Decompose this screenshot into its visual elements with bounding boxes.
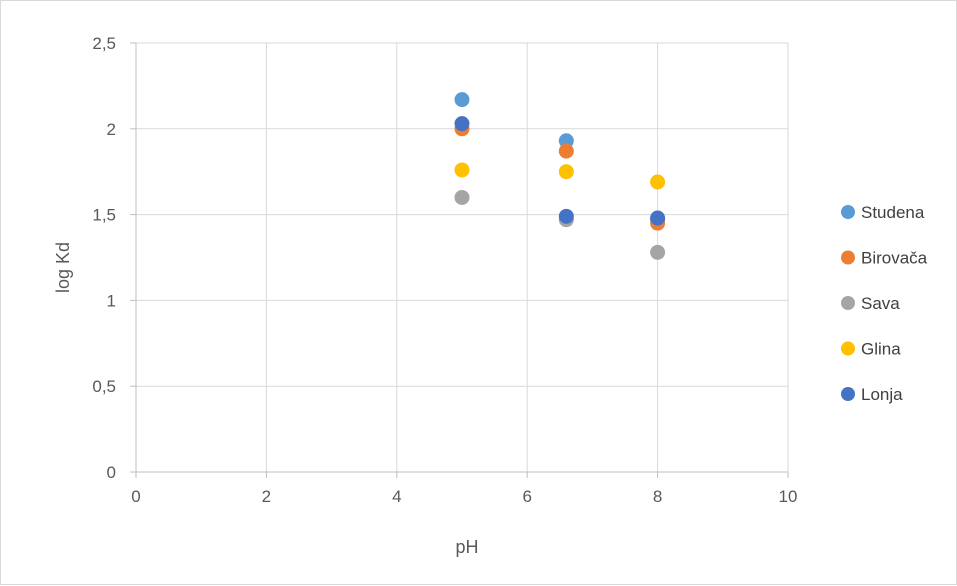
data-points — [454, 92, 666, 260]
y-tick-label: 1,5 — [92, 206, 116, 225]
x-tick-label: 6 — [522, 487, 531, 506]
legend-item[interactable]: Sava — [841, 294, 900, 313]
y-tick-label: 2,5 — [92, 34, 116, 53]
x-tick-label: 10 — [779, 487, 798, 506]
x-tick-label: 4 — [392, 487, 401, 506]
data-point-glina — [454, 162, 470, 178]
data-point-studena — [558, 133, 574, 149]
x-tick-label: 8 — [653, 487, 662, 506]
tick-labels: 0 2 4 6 8 10 0 0,5 1 1,5 2 2,5 — [92, 34, 797, 506]
data-point-glina — [558, 164, 574, 180]
legend-label: Lonja — [861, 385, 903, 404]
data-point-lonja — [454, 116, 470, 132]
legend-label: Glina — [861, 340, 901, 359]
legend-label: Studena — [861, 203, 925, 222]
data-point-studena — [454, 92, 470, 108]
legend-marker — [841, 341, 855, 356]
legend-item[interactable]: Glina — [841, 340, 901, 359]
data-point-glina — [650, 174, 666, 190]
legend-label: Sava — [861, 294, 900, 313]
data-point-lonja — [650, 210, 666, 226]
data-point-sava — [454, 189, 470, 205]
legend-item[interactable]: Birovača — [841, 249, 928, 268]
legend-item[interactable]: Studena — [841, 203, 925, 222]
gridlines — [136, 42, 789, 472]
data-point-lonja — [558, 208, 574, 224]
y-tick-label: 2 — [107, 120, 116, 139]
data-point-sava — [650, 244, 666, 260]
legend-marker — [841, 296, 855, 310]
x-axis-title: pH — [455, 537, 478, 557]
axes — [130, 42, 789, 478]
y-tick-label: 0 — [107, 463, 116, 482]
y-axis-title: log Kd — [53, 242, 73, 293]
legend-item[interactable]: Lonja — [841, 385, 903, 404]
legend-label: Birovača — [861, 249, 928, 268]
x-tick-label: 0 — [131, 487, 140, 506]
legend-marker — [841, 205, 855, 219]
legend-marker — [841, 250, 855, 265]
y-tick-label: 0,5 — [92, 377, 116, 396]
legend-marker — [841, 387, 855, 401]
legend[interactable]: Studena Birovača Sava Glina Lonja — [841, 203, 928, 404]
x-tick-label: 2 — [262, 487, 271, 506]
data-point-birova-a — [558, 143, 574, 159]
y-tick-label: 1 — [107, 291, 116, 310]
